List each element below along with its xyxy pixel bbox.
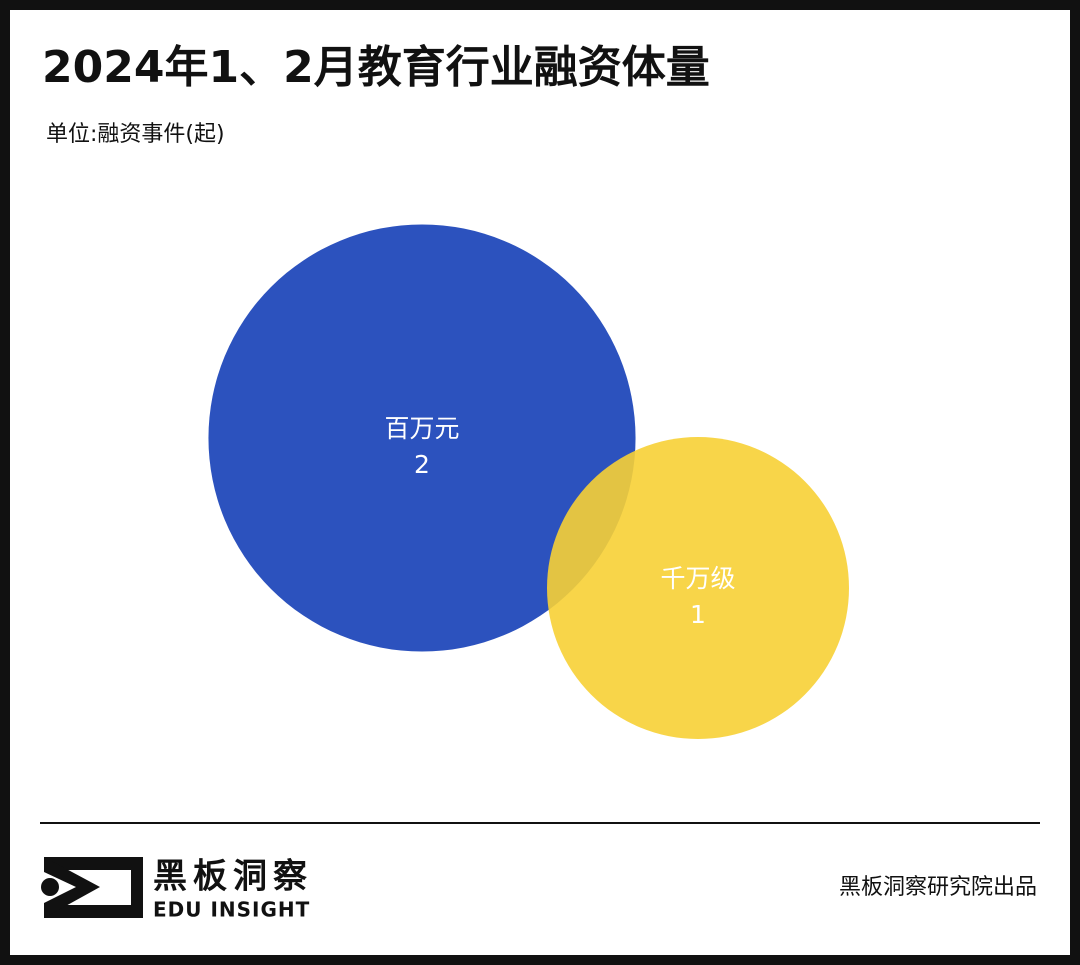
logo-icon <box>41 857 143 918</box>
footer-credit: 黑板洞察研究院出品 <box>839 875 1037 900</box>
bubble-category: 千万级 <box>660 564 735 593</box>
chart-subtitle: 单位:融资事件(起) <box>46 122 225 147</box>
brand-name: 黑板洞察 <box>153 857 313 897</box>
plot: 百万元 2 千万级 1 <box>208 224 849 739</box>
bubble-category: 百万元 <box>384 414 459 443</box>
bubble-value: 2 <box>414 450 430 479</box>
bubble-value: 1 <box>690 600 706 629</box>
brand-name-en: EDU INSIGHT <box>153 898 310 922</box>
bubble <box>208 224 636 652</box>
chart-title: 2024年1、2月教育行业融资体量 <box>42 42 710 93</box>
bubble <box>547 437 849 739</box>
